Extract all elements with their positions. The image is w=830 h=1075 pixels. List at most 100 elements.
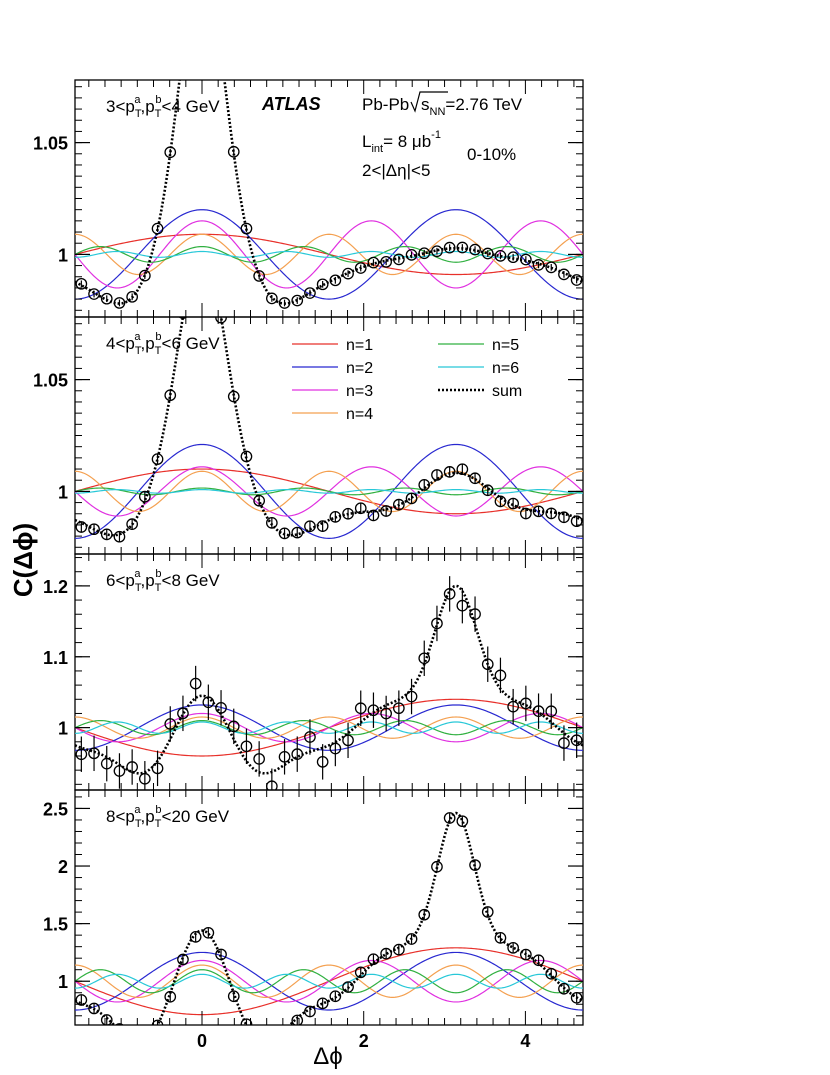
data-point bbox=[240, 740, 253, 753]
data-point bbox=[151, 1019, 164, 1025]
data-point bbox=[164, 990, 177, 1003]
data-point bbox=[443, 588, 456, 600]
data-point bbox=[151, 222, 164, 235]
data-point bbox=[405, 492, 418, 505]
data-point bbox=[405, 248, 418, 261]
data-point bbox=[469, 859, 481, 871]
data-point bbox=[519, 948, 532, 961]
data-point bbox=[88, 288, 100, 300]
data-point bbox=[177, 953, 189, 966]
data-point bbox=[431, 617, 443, 630]
data-point bbox=[202, 696, 215, 709]
data-point bbox=[240, 1018, 253, 1025]
data-point bbox=[329, 742, 342, 755]
data-point bbox=[443, 812, 456, 824]
atlas-annotations: ATLAS Pb-Pb sNN=2.76 TeV Lint= 8 μb-1 2<|Δη|… bbox=[261, 91, 523, 180]
data-point bbox=[558, 737, 570, 749]
data-point bbox=[100, 757, 113, 770]
data-point bbox=[100, 528, 113, 541]
energy-label: sNN=2.76 TeV bbox=[421, 95, 523, 118]
eta-gap-label: 2<|Δη|<5 bbox=[362, 161, 430, 180]
y-tick-label: 2 bbox=[58, 857, 68, 877]
atlas-label: ATLAS bbox=[261, 94, 321, 114]
data-point bbox=[507, 941, 520, 954]
data-point bbox=[532, 954, 545, 967]
data-point bbox=[75, 748, 88, 761]
data-point bbox=[342, 267, 354, 280]
data-point bbox=[126, 518, 138, 530]
data-point bbox=[126, 761, 138, 773]
data-point bbox=[494, 932, 507, 944]
data-point bbox=[227, 145, 240, 158]
pt-bin-label: 4<pTa,pTb<6 GeV bbox=[106, 331, 220, 357]
data-point bbox=[316, 997, 329, 1010]
data-point bbox=[418, 652, 431, 665]
data-point bbox=[380, 707, 392, 720]
data-point bbox=[431, 860, 443, 873]
harmonic-n4-curve bbox=[75, 233, 583, 276]
data-point bbox=[75, 277, 88, 290]
data-point bbox=[354, 966, 367, 979]
y-tick-label: 1.2 bbox=[43, 577, 68, 597]
sum-curve bbox=[75, 584, 583, 775]
data-point bbox=[329, 274, 342, 287]
data-point bbox=[253, 753, 265, 765]
data-point bbox=[456, 241, 469, 254]
data-point bbox=[342, 507, 354, 520]
data-point bbox=[215, 948, 227, 961]
data-point bbox=[178, 317, 188, 319]
pt-bin-label: 6<pTa,pTb<8 GeV bbox=[106, 568, 220, 594]
data-point bbox=[215, 701, 227, 714]
sum-curve bbox=[75, 80, 583, 305]
data-point bbox=[100, 1014, 113, 1025]
data-point bbox=[316, 755, 329, 768]
panel-2: 1 1.05 4<pTa,pTb<6 GeV bbox=[33, 316, 584, 555]
data-point bbox=[545, 507, 558, 520]
data-point bbox=[418, 478, 431, 491]
data-point bbox=[494, 495, 507, 508]
harmonic-n5-curve bbox=[75, 487, 583, 496]
data-point bbox=[178, 46, 188, 56]
data-point bbox=[329, 990, 342, 1003]
data-point bbox=[405, 933, 418, 945]
data-point bbox=[443, 241, 456, 254]
data-point bbox=[278, 527, 291, 540]
data-point bbox=[545, 967, 558, 980]
data-point bbox=[202, 926, 215, 939]
data-point bbox=[443, 466, 456, 478]
data-point bbox=[316, 520, 329, 532]
y-tick-label: 1.05 bbox=[33, 134, 68, 154]
data-point bbox=[240, 222, 253, 235]
data-point bbox=[431, 245, 443, 258]
data-point bbox=[380, 947, 392, 960]
data-point bbox=[570, 274, 583, 286]
data-point bbox=[367, 256, 380, 269]
data-point bbox=[100, 292, 113, 305]
legend-label: n=4 bbox=[346, 406, 373, 423]
legend: n=1 n=2 n=3 n=4 n=5 n=6 sum bbox=[292, 337, 522, 423]
data-point bbox=[164, 718, 177, 730]
data-point bbox=[456, 599, 469, 612]
data-point bbox=[392, 498, 405, 511]
data-point bbox=[392, 943, 405, 956]
legend-label: n=3 bbox=[346, 383, 373, 400]
data-point bbox=[291, 526, 304, 539]
data-point bbox=[342, 734, 354, 747]
data-point bbox=[267, 1034, 277, 1044]
y-tick-label: 1 bbox=[58, 972, 68, 992]
data-point bbox=[291, 294, 304, 307]
data-point bbox=[139, 490, 151, 503]
data-point bbox=[481, 658, 494, 671]
data-point bbox=[265, 517, 278, 529]
data-point bbox=[177, 707, 189, 720]
data-point bbox=[151, 762, 164, 775]
data-point bbox=[532, 259, 545, 271]
x-tick-label: 4 bbox=[520, 1031, 530, 1051]
data-point bbox=[545, 705, 558, 718]
harmonic-n2-curve bbox=[75, 443, 583, 539]
data-point bbox=[75, 521, 88, 533]
data-point bbox=[570, 734, 583, 747]
pt-bin-label: 3<pTa,pTb<4 GeV bbox=[106, 94, 220, 120]
data-point bbox=[265, 292, 278, 305]
data-point bbox=[115, 1023, 124, 1025]
